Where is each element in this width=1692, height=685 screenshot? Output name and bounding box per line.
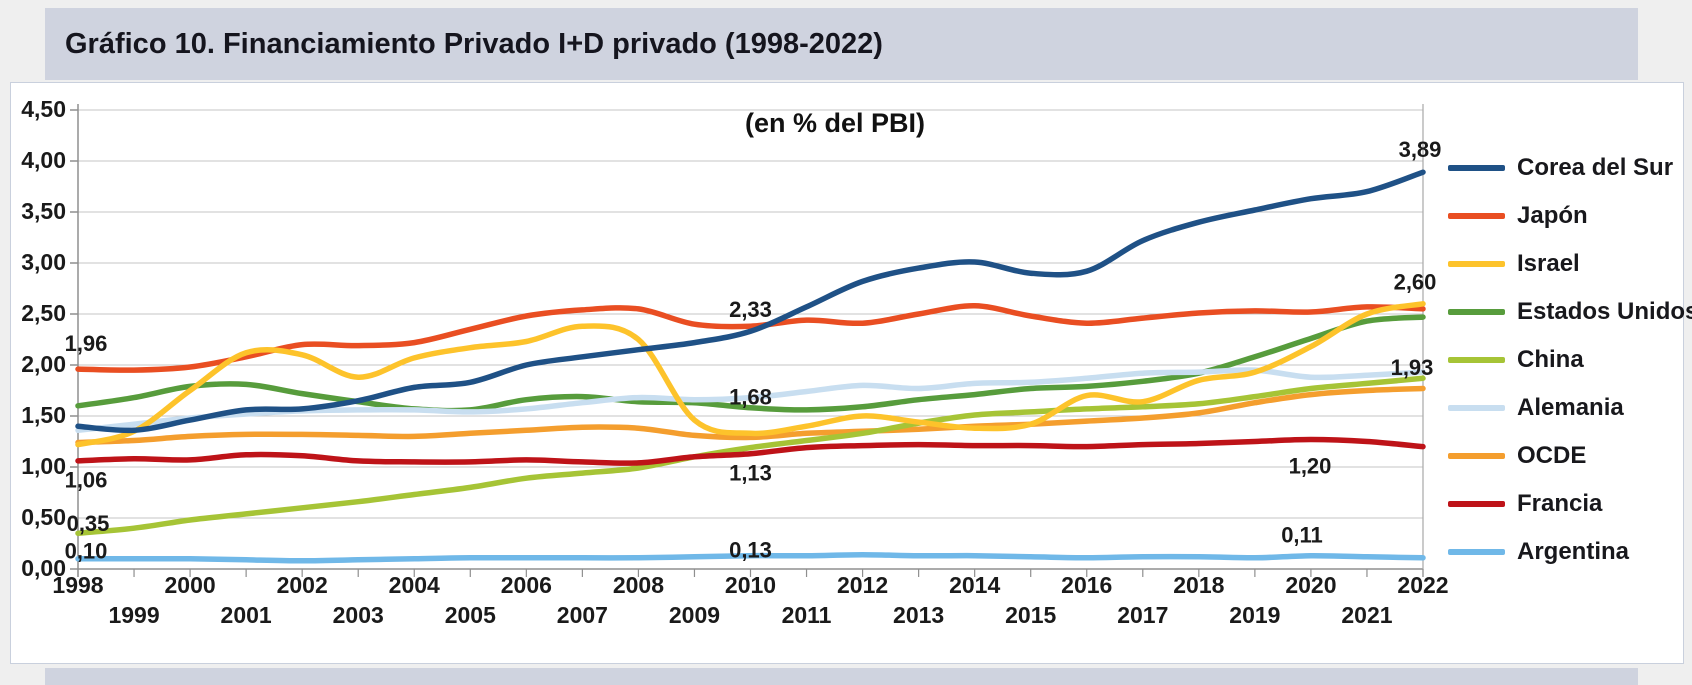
title-band: Gráfico 10. Financiamiento Privado I+D p… — [45, 8, 1638, 80]
legend-label: Israel — [1517, 250, 1580, 277]
legend-item-argentina: Argentina — [1448, 528, 1688, 576]
x-axis-tick-label: 2020 — [1285, 572, 1336, 598]
data-label: 1,13 — [729, 461, 772, 486]
legend-item-china: China — [1448, 336, 1688, 384]
legend-swatch-icon — [1448, 549, 1505, 555]
data-label: 1,20 — [1289, 453, 1332, 478]
legend-item-ocde: OCDE — [1448, 432, 1688, 480]
legend-swatch-icon — [1448, 261, 1505, 267]
legend-label: Argentina — [1517, 538, 1630, 565]
data-label: 2,33 — [729, 297, 772, 322]
x-axis-tick-label: 2008 — [613, 572, 664, 598]
x-axis-tick-label: 2019 — [1229, 602, 1280, 628]
data-label: 0,35 — [67, 511, 110, 536]
series-line-israel — [75, 301, 1426, 448]
y-axis-tick-label: 4,50 — [21, 96, 66, 122]
x-axis-tick-label: 2014 — [949, 572, 1000, 598]
x-axis-tick-label: 2001 — [221, 602, 272, 628]
legend-label: Corea del Sur — [1517, 154, 1674, 181]
series-line-japón — [75, 303, 1426, 373]
legend-label: Francia — [1517, 490, 1603, 517]
legend-swatch-icon — [1448, 213, 1505, 219]
legend-label: OCDE — [1517, 442, 1587, 469]
x-axis-tick-label: 1998 — [52, 572, 103, 598]
series-line-ocde — [75, 385, 1426, 446]
data-label: 1,68 — [729, 384, 772, 409]
bottom-band — [45, 668, 1638, 685]
data-label: 0,11 — [1281, 523, 1323, 548]
legend-item-alemania: Alemania — [1448, 384, 1688, 432]
x-axis-tick-label: 2021 — [1341, 602, 1392, 628]
x-axis-tick-label: 2000 — [164, 572, 215, 598]
data-label: 0,10 — [65, 539, 108, 564]
chart-legend: Corea del Sur Japón Israel Estados Unidos Ch… — [1448, 144, 1692, 576]
data-label: 2,60 — [1394, 270, 1437, 295]
chart-subtitle: (en % del PBI) — [744, 108, 926, 138]
y-axis-tick-label: 3,00 — [21, 249, 66, 275]
series-line-francia — [75, 436, 1426, 466]
x-axis-tick-label: 2006 — [501, 572, 552, 598]
y-axis-tick-label: 2,00 — [21, 351, 66, 377]
legend-item-estados-unidos: Estados Unidos — [1448, 288, 1692, 336]
y-axis-tick-label: 4,00 — [21, 147, 66, 173]
x-axis-tick-label: 2005 — [445, 602, 496, 628]
legend-swatch-icon — [1448, 405, 1505, 411]
x-axis-tick-label: 2007 — [557, 602, 608, 628]
data-label: 1,93 — [1391, 355, 1434, 380]
x-axis-tick-label: 2018 — [1173, 572, 1224, 598]
chart-title: Gráfico 10. Financiamiento Privado I+D p… — [65, 27, 883, 60]
legend-swatch-icon — [1448, 165, 1505, 171]
data-label: 3,89 — [1399, 137, 1442, 162]
x-axis-tick-label: 2022 — [1397, 572, 1448, 598]
x-axis-tick-label: 2004 — [389, 572, 440, 598]
y-axis-tick-label: 0,50 — [21, 504, 66, 530]
legend-item-israel: Israel — [1448, 240, 1688, 288]
data-label: 1,06 — [65, 468, 108, 493]
x-axis-tick-label: 2012 — [837, 572, 888, 598]
legend-label: Estados Unidos — [1517, 298, 1692, 325]
series-line-corea-del-sur — [75, 169, 1426, 434]
x-axis-tick-label: 2016 — [1061, 572, 1112, 598]
y-axis-tick-label: 0,00 — [21, 555, 66, 581]
x-axis-tick-label: 2002 — [277, 572, 328, 598]
legend-swatch-icon — [1448, 453, 1505, 459]
x-axis-tick-label: 2011 — [782, 602, 832, 628]
x-axis-tick-label: 2015 — [1005, 602, 1056, 628]
legend-item-japón: Japón — [1448, 192, 1688, 240]
x-axis-tick-label: 1999 — [108, 602, 159, 628]
y-axis-tick-label: 2,50 — [21, 300, 66, 326]
x-axis-tick-label: 2010 — [725, 572, 776, 598]
y-axis-tick-label: 1,50 — [21, 402, 66, 428]
x-axis-tick-label: 2017 — [1117, 602, 1168, 628]
legend-swatch-icon — [1448, 501, 1505, 507]
data-label: 0,13 — [729, 538, 772, 563]
series-line-argentina — [75, 551, 1426, 564]
legend-label: Alemania — [1517, 394, 1624, 421]
series-line-china — [75, 375, 1426, 537]
legend-label: Japón — [1517, 202, 1588, 229]
x-axis-tick-label: 2003 — [333, 602, 384, 628]
y-axis-tick-label: 3,50 — [21, 198, 66, 224]
x-axis-tick-label: 2009 — [669, 602, 720, 628]
legend-item-francia: Francia — [1448, 480, 1688, 528]
x-axis-tick-label: 2013 — [893, 602, 944, 628]
legend-item-corea-del-sur: Corea del Sur — [1448, 144, 1688, 192]
y-axis-tick-label: 1,00 — [21, 453, 66, 479]
data-label: 1,96 — [65, 331, 108, 356]
legend-label: China — [1517, 346, 1584, 373]
legend-swatch-icon — [1448, 309, 1505, 315]
legend-swatch-icon — [1448, 357, 1505, 363]
